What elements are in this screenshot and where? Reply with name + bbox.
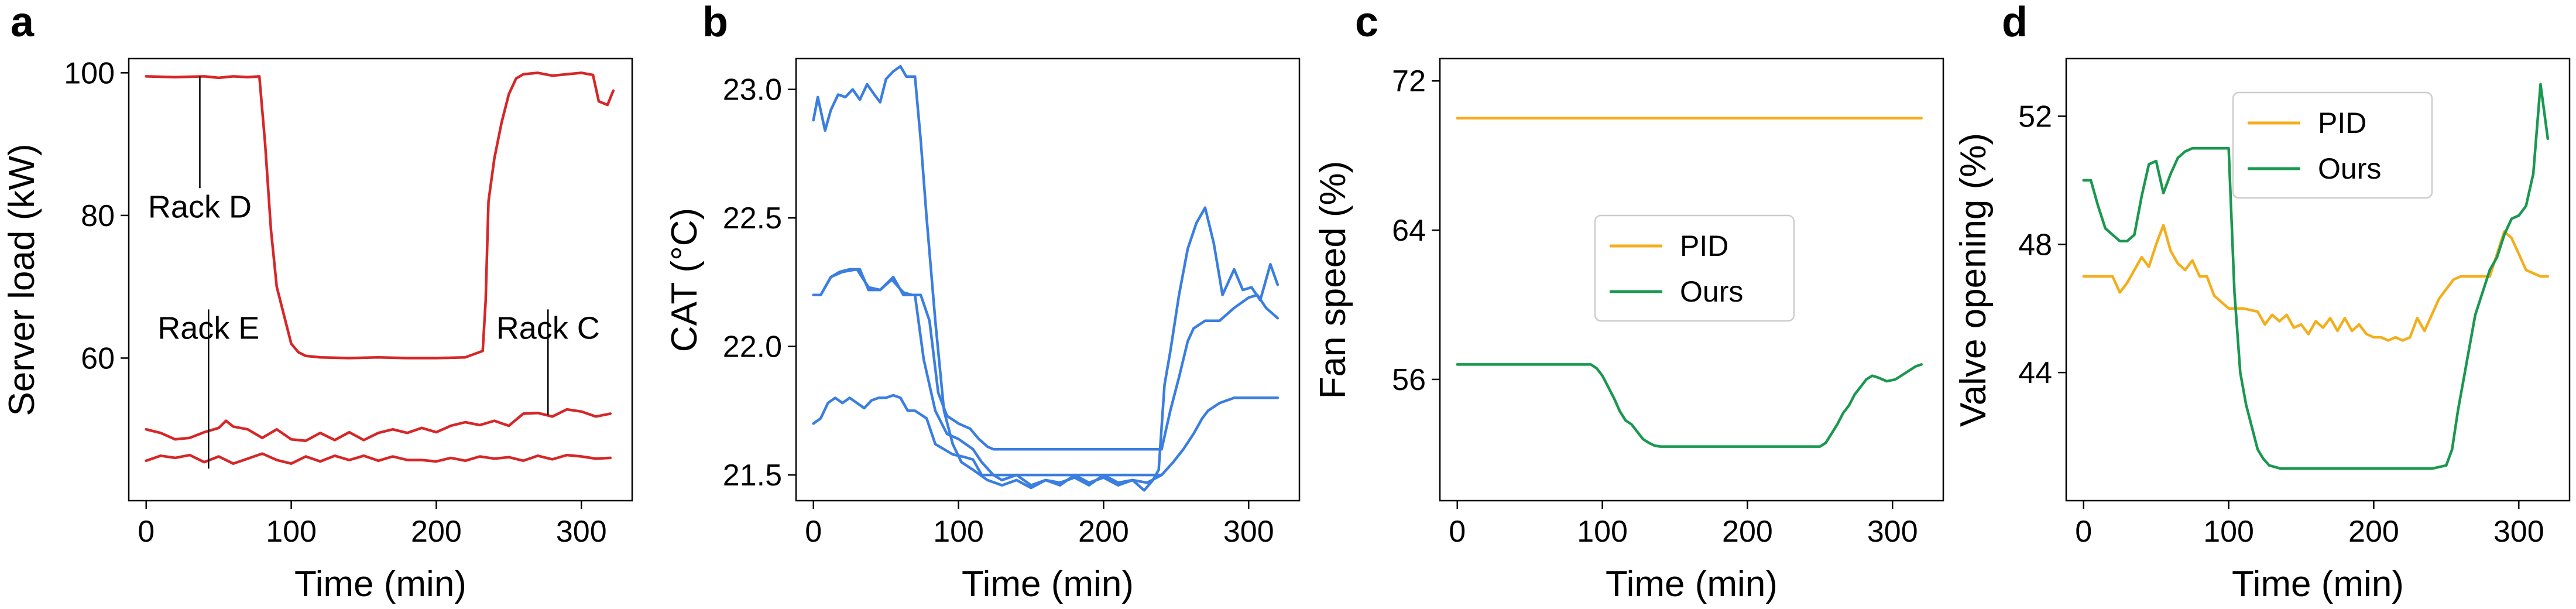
- panel-letter-a: a: [11, 0, 35, 46]
- plot-frame-b: [795, 57, 1301, 502]
- panel-letter-c: c: [1355, 0, 1378, 46]
- plot-frame-c: [1439, 57, 1944, 502]
- tick-layer-c: 0 100 200 300 56 64 72: [1392, 64, 1918, 549]
- y-tick-label-a: 60: [81, 341, 115, 375]
- y-tick-label-c: 72: [1392, 64, 1426, 98]
- x-tick-label-c: 300: [1867, 515, 1918, 549]
- x-tick-label-c: 100: [1577, 515, 1628, 549]
- x-axis-label-d: Time (min): [2232, 564, 2404, 604]
- x-tick-label-b: 0: [805, 515, 822, 549]
- y-tick-label-d: 52: [2018, 100, 2052, 134]
- x-tick-label-b: 200: [1078, 515, 1129, 549]
- y-tick-label-c: 56: [1392, 363, 1426, 397]
- x-tick-label-c: 0: [1449, 515, 1466, 549]
- y-tick-label-b: 23.0: [723, 73, 782, 107]
- series-layer-a: [145, 71, 615, 465]
- series-line-b-series-3: [812, 268, 1280, 451]
- y-tick-label-b: 22.5: [723, 201, 782, 235]
- legend-label-d-ours: Ours: [2318, 152, 2381, 185]
- plot-frame-d: [2065, 57, 2571, 502]
- y-axis-label-b: CAT (°C): [664, 208, 705, 352]
- x-tick-label-a: 200: [411, 515, 462, 549]
- y-tick-label-a: 100: [64, 56, 115, 90]
- x-axis-label-b: Time (min): [962, 564, 1134, 604]
- tick-layer-d: 0 100 200 300 44 48 52: [2018, 100, 2544, 549]
- panel-letter-b: b: [702, 0, 728, 46]
- legend-c: PID Ours: [1594, 214, 1795, 322]
- annotation-label-a: Rack C: [496, 310, 600, 345]
- annotation-label-a: Rack E: [157, 310, 259, 345]
- panel-letter-d: d: [2002, 0, 2028, 46]
- x-tick-label-d: 0: [2075, 515, 2092, 549]
- x-tick-label-a: 300: [556, 515, 607, 549]
- x-tick-label-d: 200: [2348, 515, 2399, 549]
- y-axis-label-d: Valve opening (%): [1953, 133, 1994, 427]
- y-axis-label-a: Server load (kW): [2, 143, 42, 416]
- legend-label-c-pid: PID: [1680, 230, 1728, 262]
- series-line-d-pid: [2082, 224, 2550, 342]
- legend-box-d: [2232, 91, 2433, 199]
- annotation-label-a: Rack D: [148, 189, 252, 224]
- series-line-a-rack-c: [145, 408, 612, 442]
- x-tick-label-d: 300: [2493, 515, 2544, 549]
- panel-d: d 0 100 200 300 44 48 52 PID Ours Time (min) Va…: [1953, 0, 2571, 604]
- legend-label-c-ours: Ours: [1680, 275, 1743, 308]
- plot-frame-a: [128, 57, 633, 502]
- series-line-d-ours: [2082, 83, 2550, 470]
- series-layer-c: [1456, 117, 1923, 448]
- x-tick-label-b: 100: [933, 515, 984, 549]
- series-line-b-series-4: [812, 394, 1280, 477]
- panel-a: a 0 100 200 300 60 80 100 Rack D Rack E Rack C T…: [2, 0, 633, 604]
- y-tick-label-d: 48: [2018, 228, 2052, 262]
- y-tick-label-b: 22.0: [723, 330, 782, 364]
- legend-d: PID Ours: [2232, 91, 2433, 199]
- x-tick-label-b: 300: [1223, 515, 1274, 549]
- y-tick-label-a: 80: [81, 199, 115, 233]
- legend-box-c: [1594, 214, 1795, 322]
- series-line-c-ours: [1456, 363, 1923, 448]
- y-tick-label-d: 44: [2018, 356, 2052, 390]
- x-tick-label-a: 0: [138, 515, 155, 549]
- x-axis-label-c: Time (min): [1606, 564, 1778, 604]
- series-layer-b: [812, 64, 1280, 492]
- x-tick-label-d: 100: [2203, 515, 2254, 549]
- y-axis-label-c: Fan speed (%): [1313, 161, 1353, 399]
- x-axis-label-a: Time (min): [294, 564, 467, 604]
- series-line-a-rack-d: [145, 71, 615, 360]
- panel-c: c 0 100 200 300 56 64 72 PID Ours Time (min) Fa…: [1313, 0, 1944, 604]
- annotation-layer-a: Rack D Rack E Rack C: [148, 76, 600, 469]
- x-tick-label-c: 200: [1722, 515, 1773, 549]
- series-line-b-series-2: [812, 206, 1280, 492]
- y-tick-label-c: 64: [1392, 214, 1426, 248]
- y-tick-label-b: 21.5: [723, 459, 782, 492]
- series-line-a-rack-e: [145, 452, 612, 465]
- x-tick-label-a: 100: [266, 515, 317, 549]
- tick-layer-b: 0 100 200 300 21.5 22.0 22.5 23.0: [723, 73, 1274, 549]
- series-layer-d: [2082, 83, 2550, 470]
- legend-label-d-pid: PID: [2318, 107, 2366, 139]
- tick-layer-a: 0 100 200 300 60 80 100: [64, 56, 606, 549]
